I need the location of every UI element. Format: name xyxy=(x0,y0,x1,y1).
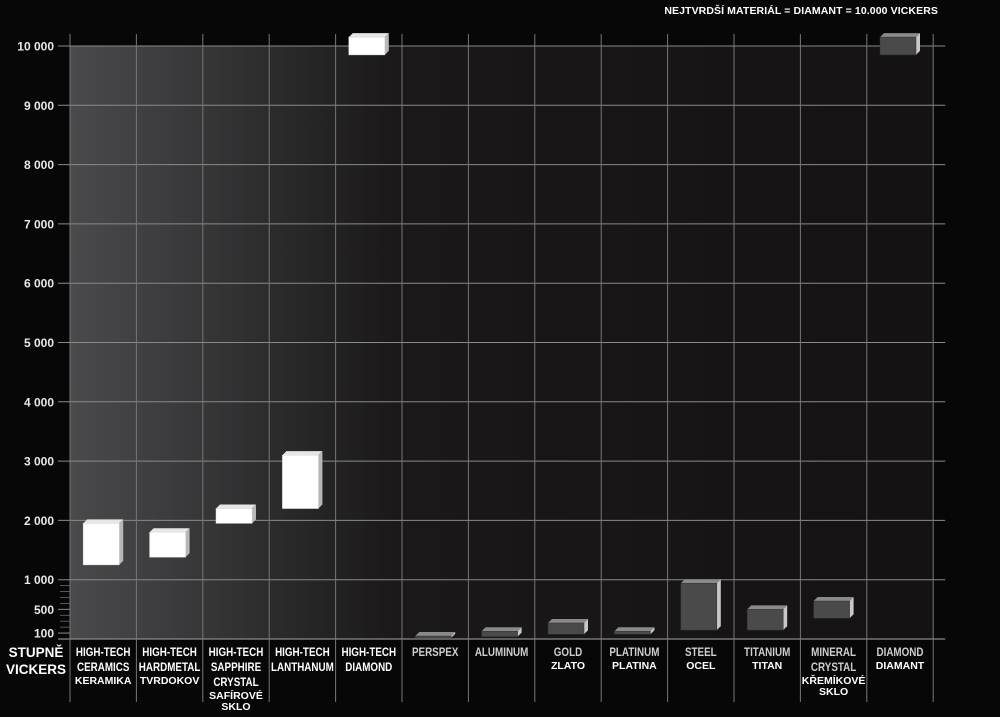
y-tick-label: 2 000 xyxy=(24,514,54,528)
category-label: HIGH-TECH xyxy=(76,646,131,659)
category-label: HIGH-TECH xyxy=(341,646,396,659)
y-axis-label: VICKERS xyxy=(6,662,66,677)
bar-top xyxy=(216,504,256,509)
y-tick-label: 6 000 xyxy=(24,277,54,291)
category-sublabel: OCEL xyxy=(686,660,716,672)
category-sublabel: TVRDOKOV xyxy=(140,675,200,687)
y-tick-label: 5 000 xyxy=(24,336,54,350)
category-sublabel: KŘEMÍKOVÉ xyxy=(802,674,866,687)
y-tick-label: 9 000 xyxy=(24,99,54,113)
bar-aluminum xyxy=(481,631,518,637)
chart-title: NEJTVRDŠÍ MATERIÁL = DIAMANT = 10.000 VI… xyxy=(664,5,938,17)
category-label: DIAMOND xyxy=(877,646,924,659)
bar-top xyxy=(813,597,854,602)
bar-top xyxy=(680,579,721,584)
category-sublabel: PLATINA xyxy=(612,660,657,672)
bar-side xyxy=(916,33,920,55)
bar-top xyxy=(548,618,588,623)
category-sublabel: KERAMIKA xyxy=(75,675,132,687)
bar-side xyxy=(716,579,721,631)
bar-high-tech-sapphire-crystal xyxy=(215,508,253,524)
bar-side xyxy=(517,627,522,637)
category-sublabel: TITAN xyxy=(752,660,782,672)
y-tick-label: 4 000 xyxy=(24,395,54,409)
bar-perspex xyxy=(414,635,452,639)
category-label: LANTHANUM xyxy=(271,661,334,674)
bar-high-tech-lanthanum xyxy=(282,454,319,509)
category-label: SAPPHIRE xyxy=(211,661,261,674)
category-label: STEEL xyxy=(685,646,717,659)
bar-platinum xyxy=(614,631,651,635)
bar-side xyxy=(584,618,588,635)
bar-side xyxy=(384,33,389,55)
bar-top xyxy=(282,451,323,456)
bar-gold xyxy=(547,622,585,635)
bar-titanium xyxy=(746,609,784,631)
category-sublabel: SKLO xyxy=(819,686,848,698)
y-axis-label: STUPNĚ xyxy=(9,645,64,660)
y-tick-label: 1 000 xyxy=(24,573,54,587)
bar-top xyxy=(747,605,788,610)
category-sublabel: DIAMANT xyxy=(876,660,925,672)
category-label: ALUMINUM xyxy=(475,646,529,659)
bar-side xyxy=(252,504,256,524)
bar-top xyxy=(149,528,190,533)
bar-side xyxy=(185,528,190,558)
bar-side xyxy=(119,519,124,565)
category-label: HARDMETAL xyxy=(139,661,201,674)
bar-diamond xyxy=(879,36,917,56)
category-label: TITANIUM xyxy=(744,646,790,659)
category-label: GOLD xyxy=(554,646,582,659)
bar-side xyxy=(783,605,788,631)
bar-mineral-crystal xyxy=(813,600,850,619)
category-label: DIAMOND xyxy=(345,661,392,674)
category-label: CERAMICS xyxy=(77,661,129,674)
y-tick-label: 8 000 xyxy=(24,158,54,172)
category-label: HIGH-TECH xyxy=(275,646,330,659)
category-sublabel: SAFÍROVÉ xyxy=(209,689,263,702)
bar-top xyxy=(415,632,456,637)
bar-high-tech-diamond xyxy=(348,36,386,56)
bar-high-tech-ceramics xyxy=(82,523,120,566)
bar-top xyxy=(481,627,522,632)
bar-side xyxy=(650,627,655,635)
category-label: HIGH-TECH xyxy=(142,646,197,659)
y-tick-label: 3 000 xyxy=(24,455,54,469)
bar-high-tech-hardmetal xyxy=(149,532,186,558)
y-tick-label: 7 000 xyxy=(24,217,54,231)
category-sublabel: SKLO xyxy=(221,701,250,713)
category-label: CRYSTAL xyxy=(811,661,857,674)
bar-top xyxy=(880,33,920,38)
bar-side xyxy=(849,597,854,619)
category-label: CRYSTAL xyxy=(213,676,259,689)
bar-top xyxy=(348,33,389,38)
bar-steel xyxy=(680,583,718,631)
category-label: PERSPEX xyxy=(412,646,459,659)
category-label: MINERAL xyxy=(811,646,856,659)
bar-top xyxy=(83,519,124,524)
bar-top xyxy=(614,627,655,632)
y-tick-label: 500 xyxy=(34,603,54,617)
bar-side xyxy=(318,451,323,509)
category-sublabel: ZLATO xyxy=(551,660,585,672)
y-tick-label: 100 xyxy=(34,627,54,641)
category-label: HIGH-TECH xyxy=(209,646,264,659)
bar-side xyxy=(451,632,456,638)
category-label: PLATINUM xyxy=(609,646,659,659)
y-tick-label: 10 000 xyxy=(17,40,54,54)
